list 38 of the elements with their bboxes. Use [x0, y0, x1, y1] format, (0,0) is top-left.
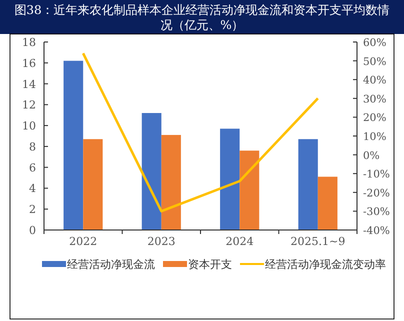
y-tick-label: 16 — [22, 56, 36, 70]
y2-tick-label: 60% — [363, 37, 386, 49]
bar — [142, 113, 162, 230]
y2-tick-label: -10% — [363, 168, 390, 181]
y2-tick-label: -20% — [363, 187, 390, 200]
y2-tick-label: 50% — [363, 56, 386, 68]
y2-tick-label: 10% — [363, 131, 386, 143]
y2-tick-label: 0% — [363, 150, 380, 162]
bar — [298, 139, 318, 230]
bar — [64, 60, 84, 230]
y-tick-label: 0 — [29, 224, 36, 237]
y-tick-label: 4 — [29, 182, 36, 196]
y-tick-label: 12 — [22, 98, 36, 112]
y-tick-label: 10 — [22, 120, 36, 133]
bar — [161, 134, 181, 230]
y2-tick-label: -30% — [363, 206, 390, 218]
legend-label: 经营活动净现金流变动率 — [265, 258, 386, 271]
legend-label: 经营活动净现金流 — [67, 258, 155, 271]
y2-tick-label: 40% — [363, 74, 386, 87]
line-series — [82, 52, 320, 212]
y-tick-label: 18 — [22, 36, 36, 49]
chart-title: 图38：近年来农化制品样本企业经营活动净现金流和资本开支平均数情况（亿元、%） — [14, 3, 390, 32]
legend-label: 资本开支 — [188, 258, 232, 271]
y-tick-label: 2 — [29, 203, 36, 216]
bar — [240, 150, 260, 230]
bar — [220, 128, 240, 230]
y2-tick-label: 30% — [363, 93, 386, 106]
bar — [318, 176, 338, 230]
x-tick-label: 2024 — [226, 235, 254, 248]
y2-tick-label: 20% — [363, 112, 386, 124]
x-tick-label: 2023 — [147, 235, 176, 248]
x-tick-label: 2022 — [69, 235, 98, 248]
y2-tick-label: -40% — [363, 225, 390, 237]
y-tick-label: 14 — [22, 78, 36, 91]
y-tick-label: 6 — [29, 161, 36, 174]
x-tick-label: 2025.1~9 — [290, 235, 346, 248]
y-tick-label: 8 — [29, 140, 36, 154]
bar — [83, 139, 103, 230]
